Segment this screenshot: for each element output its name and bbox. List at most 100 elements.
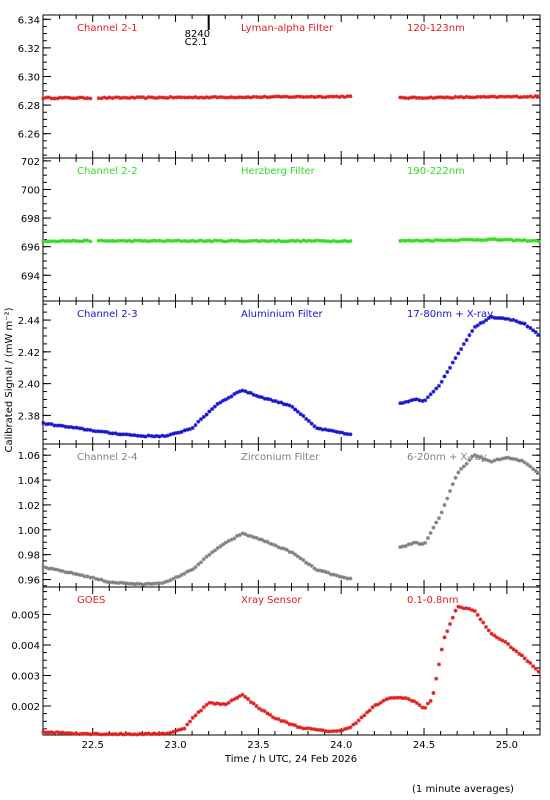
data-point — [82, 238, 87, 243]
data-point — [434, 676, 439, 681]
data-point — [96, 238, 101, 243]
data-point — [88, 575, 93, 580]
data-point — [414, 397, 419, 402]
y-tick-label: 702 — [21, 157, 40, 168]
data-point — [80, 239, 85, 244]
data-point — [459, 94, 464, 99]
data-point — [378, 700, 383, 705]
data-point — [459, 347, 464, 352]
data-point — [118, 580, 123, 585]
data-point — [439, 647, 444, 652]
data-point — [60, 423, 65, 428]
x-tick-label: 24.5 — [413, 740, 435, 751]
data-point — [492, 94, 497, 99]
data-point — [168, 238, 173, 243]
data-point — [121, 732, 126, 737]
data-point — [196, 95, 201, 100]
data-point — [459, 466, 464, 471]
data-point — [425, 536, 430, 541]
data-point — [71, 238, 76, 243]
data-point — [176, 574, 181, 579]
data-point — [536, 332, 541, 337]
data-point — [428, 238, 433, 243]
data-point — [342, 238, 347, 243]
data-point — [257, 537, 262, 542]
data-point — [127, 238, 132, 243]
data-point — [96, 732, 101, 737]
data-point — [196, 238, 201, 243]
data-point — [425, 395, 430, 400]
data-point — [135, 95, 140, 100]
data-point — [412, 699, 417, 704]
data-point — [436, 238, 441, 243]
data-point — [417, 541, 422, 546]
data-point — [420, 398, 425, 403]
data-point — [190, 425, 195, 430]
data-point — [229, 95, 234, 100]
data-point — [453, 475, 458, 480]
data-point — [450, 360, 455, 365]
data-point — [88, 732, 93, 737]
data-point — [295, 94, 300, 99]
data-point — [251, 701, 256, 706]
data-point — [102, 238, 107, 243]
data-point — [176, 238, 181, 243]
y-tick-label: 6.28 — [18, 101, 40, 112]
data-point — [293, 723, 298, 728]
data-point — [138, 731, 143, 736]
data-point — [519, 238, 524, 243]
data-point — [317, 568, 322, 573]
data-point — [373, 703, 378, 708]
data-point — [74, 425, 79, 430]
data-point — [525, 462, 530, 467]
data-point — [442, 95, 447, 100]
data-point — [116, 732, 121, 737]
data-point — [353, 721, 358, 726]
data-point — [412, 238, 417, 243]
data-point — [168, 730, 173, 735]
data-point — [503, 639, 508, 644]
data-point — [475, 612, 480, 617]
data-point — [215, 95, 220, 100]
data-point — [221, 239, 226, 244]
data-point — [320, 238, 325, 243]
data-point — [420, 238, 425, 243]
data-point — [273, 543, 278, 548]
data-point — [71, 96, 76, 101]
data-point — [121, 95, 126, 100]
data-point — [312, 727, 317, 732]
data-point — [517, 238, 522, 243]
data-point — [423, 540, 428, 545]
y-tick-label: 1.06 — [18, 451, 40, 462]
data-point — [143, 582, 148, 587]
data-point — [412, 397, 417, 402]
data-point — [528, 325, 533, 330]
data-point — [207, 552, 212, 557]
data-point — [456, 604, 461, 609]
data-point — [320, 95, 325, 100]
data-point — [481, 620, 486, 625]
data-point — [77, 572, 82, 577]
data-point — [273, 399, 278, 404]
data-point — [312, 566, 317, 571]
data-point — [46, 566, 51, 571]
data-point — [467, 95, 472, 100]
data-point — [182, 238, 187, 243]
data-point — [74, 731, 79, 736]
data-point — [439, 510, 444, 515]
data-point — [453, 608, 458, 613]
data-point — [500, 456, 505, 461]
data-point — [331, 238, 336, 243]
data-point — [199, 708, 204, 713]
data-point — [531, 95, 536, 100]
panel-frame — [42, 14, 541, 159]
data-point — [226, 95, 231, 100]
data-point — [60, 730, 65, 735]
data-point — [138, 238, 143, 243]
data-point — [459, 237, 464, 242]
data-point — [337, 728, 342, 733]
data-point — [431, 238, 436, 243]
data-point — [254, 393, 259, 398]
data-point — [163, 731, 168, 736]
data-point — [464, 237, 469, 242]
